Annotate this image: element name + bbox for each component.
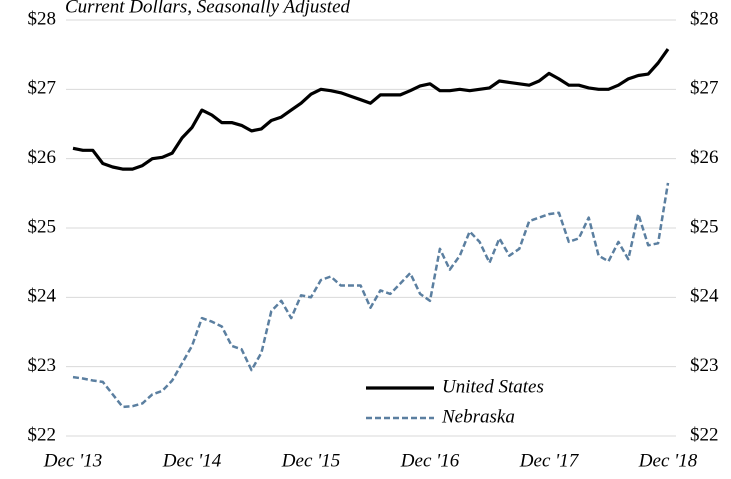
x-tick-label: Dec '16 [400, 450, 460, 471]
y2-tick-label: $28 [690, 8, 719, 29]
y-tick-label: $23 [28, 355, 57, 376]
y2-tick-label: $25 [690, 216, 719, 237]
legend-label: Nebraska [441, 406, 515, 427]
line-series [72, 48, 670, 171]
y2-tick-label: $24 [690, 286, 719, 307]
legend-label: United States [442, 376, 544, 397]
x-tick-label: Dec '15 [281, 450, 340, 471]
y2-tick-label: $26 [690, 147, 719, 168]
x-tick-label: Dec '14 [162, 450, 222, 471]
y2-tick-label: $27 [690, 78, 719, 99]
y-tick-label: $28 [28, 8, 57, 29]
line-series [72, 182, 670, 409]
x-tick-label: Dec '18 [638, 450, 698, 471]
y2-tick-label: $23 [690, 355, 719, 376]
y-tick-label: $26 [28, 147, 57, 168]
y2-tick-label: $22 [690, 424, 719, 445]
chart-subtitle: Current Dollars, Seasonally Adjusted [65, 0, 351, 17]
y-tick-label: $25 [28, 216, 57, 237]
y-tick-label: $22 [28, 424, 57, 445]
x-tick-label: Dec '13 [43, 450, 102, 471]
y-tick-label: $27 [28, 78, 57, 99]
x-tick-label: Dec '17 [519, 450, 580, 471]
y-tick-label: $24 [28, 286, 57, 307]
